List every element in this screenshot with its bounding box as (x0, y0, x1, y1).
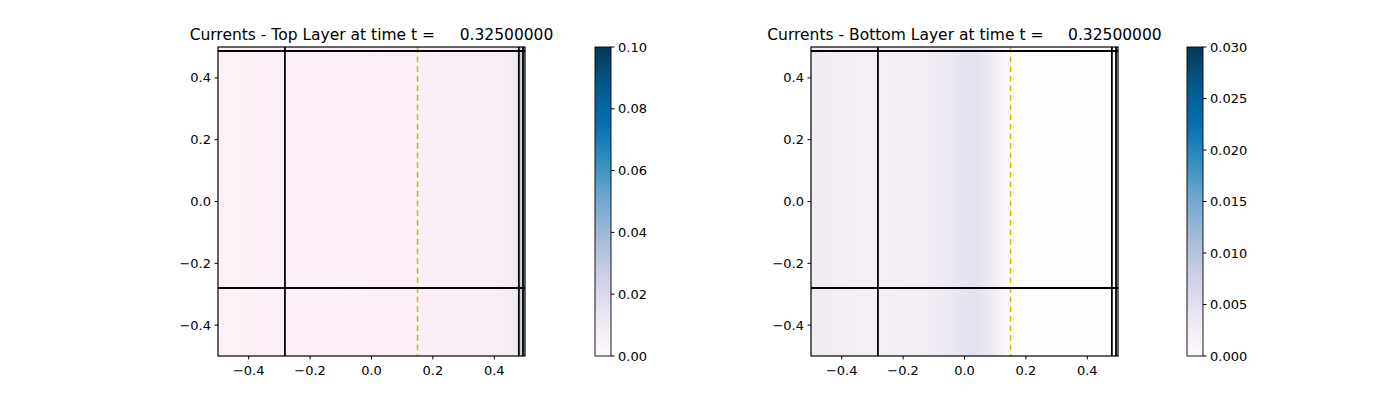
y-axis-tick-label: 0.2 (190, 132, 211, 147)
y-axis-tick-label: −0.2 (772, 256, 804, 271)
x-axis-tick-label: 0.4 (484, 363, 505, 378)
x-axis-tick-label: −0.4 (826, 363, 858, 378)
y-axis-tick-label: 0.4 (783, 70, 804, 85)
colorbar-tick-label: 0.02 (618, 287, 647, 302)
x-axis-tick-label: 0.0 (361, 363, 382, 378)
colorbar-tick-label: 0.06 (618, 163, 647, 178)
colorbar (1187, 47, 1203, 356)
y-axis-tick-label: 0.0 (783, 194, 804, 209)
colorbar-tick-label: 0.00 (618, 349, 647, 364)
x-axis-tick-label: 0.2 (1016, 363, 1037, 378)
heatmap-field (218, 47, 525, 356)
colorbar-tick-label: 0.015 (1210, 194, 1247, 209)
currents-figure: −0.4 −0.2 0.0 0.2 0.4 0.4 0.2 0.0 −0.2 −0.4 0.00 0.… (0, 0, 1400, 400)
panel-title-top-layer: Currents - Top Layer at time t = 0.32500… (190, 26, 554, 44)
panel-title-bottom-layer: Currents - Bottom Layer at time t = 0.32… (767, 26, 1161, 44)
x-axis-tick-label: −0.2 (294, 363, 326, 378)
colorbar-tick-label: 0.005 (1210, 297, 1247, 312)
panel-top-layer: −0.4 −0.2 0.0 0.2 0.4 0.4 0.2 0.0 −0.2 −0.4 0.00 0.… (179, 40, 647, 378)
colorbar-tick-label: 0.10 (618, 40, 647, 55)
colorbar-tick-label: 0.020 (1210, 143, 1247, 158)
x-axis-tick-label: 0.4 (1077, 363, 1098, 378)
colorbar-tick-label: 0.000 (1210, 349, 1247, 364)
colorbar-tick-label: 0.010 (1210, 246, 1247, 261)
y-axis-tick-label: −0.4 (179, 318, 211, 333)
colorbar-tick-label: 0.08 (618, 101, 647, 116)
colorbar-tick-label: 0.025 (1210, 91, 1247, 106)
x-axis-tick-label: 0.2 (423, 363, 444, 378)
y-axis-tick-label: 0.4 (190, 70, 211, 85)
panel-bottom-layer: −0.4 −0.2 0.0 0.2 0.4 0.4 0.2 0.0 −0.2 −0.4 0.000 0… (772, 40, 1247, 378)
x-axis-tick-label: −0.2 (887, 363, 919, 378)
x-axis-tick-label: −0.4 (233, 363, 265, 378)
heatmap-field (811, 47, 1118, 356)
colorbar (595, 47, 611, 356)
y-axis-tick-label: 0.2 (783, 132, 804, 147)
currents-figure-canvas: −0.4 −0.2 0.0 0.2 0.4 0.4 0.2 0.0 −0.2 −0.4 0.00 0.… (0, 0, 1400, 400)
x-axis-tick-label: 0.0 (954, 363, 975, 378)
y-axis-tick-label: −0.4 (772, 318, 804, 333)
colorbar-tick-label: 0.04 (618, 225, 647, 240)
y-axis-tick-label: −0.2 (179, 256, 211, 271)
colorbar-tick-label: 0.030 (1210, 40, 1247, 55)
y-axis-tick-label: 0.0 (190, 194, 211, 209)
